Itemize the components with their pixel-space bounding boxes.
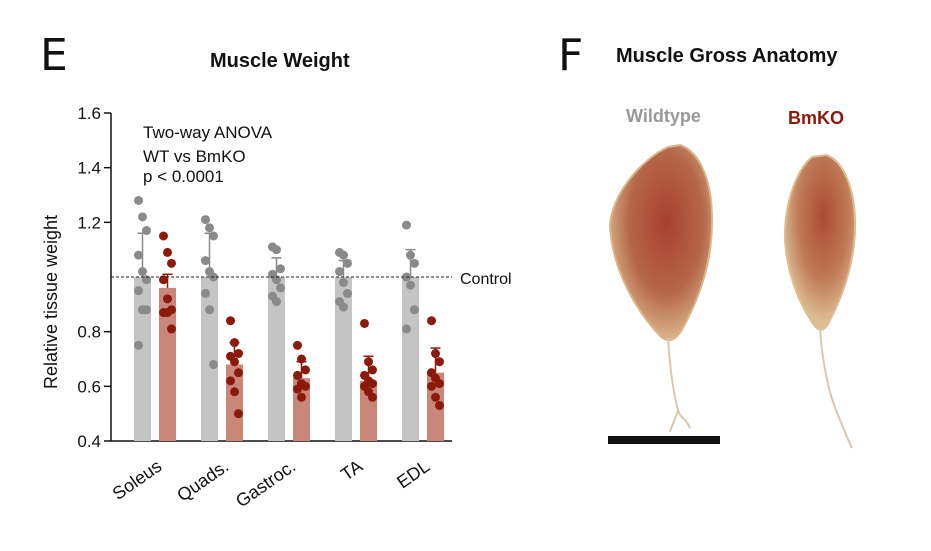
data-point — [402, 220, 411, 230]
data-point — [276, 283, 285, 293]
data-point — [431, 392, 440, 402]
data-point — [297, 392, 306, 402]
data-point — [163, 294, 172, 304]
data-point — [226, 376, 235, 386]
panel-f-letter: F — [558, 30, 584, 81]
data-point — [410, 305, 419, 315]
data-point — [435, 400, 444, 410]
data-point — [431, 349, 440, 359]
data-point — [226, 316, 235, 326]
y-tick-label: 1.4 — [77, 159, 101, 178]
y-tick-label: 0.4 — [77, 432, 101, 451]
y-tick-label: 0.8 — [77, 323, 101, 342]
bmko-label: BmKO — [788, 108, 845, 128]
data-point — [201, 256, 210, 266]
data-point — [201, 288, 210, 298]
anatomy-title: Muscle Gross Anatomy — [616, 45, 838, 67]
data-point — [234, 349, 243, 359]
data-point — [205, 305, 214, 315]
x-tick-label-edl: EDL — [393, 456, 433, 492]
chart-title: Muscle Weight — [210, 50, 350, 72]
data-point — [339, 250, 348, 260]
data-point — [230, 357, 239, 367]
data-point — [138, 267, 147, 277]
data-point — [134, 340, 143, 350]
data-point — [435, 357, 444, 367]
data-point — [301, 365, 310, 375]
wildtype-label: Wildtype — [626, 106, 701, 126]
bar-wt-edl — [402, 277, 419, 441]
y-tick-label: 1.2 — [77, 213, 101, 232]
data-point — [427, 381, 436, 391]
data-point — [343, 258, 352, 268]
data-point — [134, 250, 143, 260]
x-tick-label-quads: Quads. — [173, 456, 232, 506]
data-point — [406, 280, 415, 290]
x-tick-label-ta: TA — [337, 456, 366, 485]
data-point — [167, 258, 176, 268]
data-point — [410, 258, 419, 268]
control-label: Control — [460, 271, 512, 288]
data-point — [159, 231, 168, 241]
data-point — [205, 223, 214, 233]
y-tick-label: 0.6 — [77, 377, 101, 396]
data-point — [427, 316, 436, 326]
data-point — [201, 215, 210, 225]
y-tick-label: 1.6 — [77, 104, 101, 123]
data-point — [360, 318, 369, 328]
data-point — [209, 359, 218, 369]
data-point — [272, 297, 281, 307]
data-point — [339, 302, 348, 312]
data-point — [368, 365, 377, 375]
data-point — [301, 381, 310, 391]
data-point — [293, 370, 302, 380]
data-point — [435, 379, 444, 389]
bar-wt-soleus — [134, 277, 151, 441]
data-point — [276, 264, 285, 274]
data-point — [134, 195, 143, 205]
data-point — [293, 384, 302, 394]
x-tick-label-gastroc: Gastroc. — [232, 456, 299, 511]
data-point — [230, 338, 239, 348]
data-point — [368, 379, 377, 389]
bar-bmko-gastroc — [293, 378, 310, 441]
data-point — [406, 250, 415, 260]
data-point — [339, 277, 348, 287]
data-point — [142, 305, 151, 315]
data-point — [138, 212, 147, 222]
data-point — [163, 247, 172, 257]
data-point — [343, 288, 352, 298]
data-point — [364, 357, 373, 367]
data-point — [335, 267, 344, 277]
data-point — [293, 340, 302, 350]
data-point — [234, 368, 243, 378]
data-point — [272, 245, 281, 255]
x-tick-label-soleus: Soleus — [109, 456, 166, 504]
bar-wt-ta — [335, 277, 352, 441]
data-point — [209, 231, 218, 241]
data-point — [167, 324, 176, 334]
stat-pvalue-line: p < 0.0001 — [143, 167, 224, 186]
data-point — [163, 308, 172, 318]
y-axis-label: Relative tissue weight — [41, 215, 61, 389]
stat-test-line: Two-way ANOVA — [143, 123, 273, 142]
data-point — [297, 354, 306, 364]
data-point — [234, 409, 243, 419]
data-point — [368, 392, 377, 402]
data-point — [402, 324, 411, 334]
panel-e-letter: E — [40, 30, 68, 81]
data-point — [230, 387, 239, 397]
stat-comparison-line: WT vs BmKO — [143, 147, 246, 166]
bar-wt-gastroc — [268, 277, 285, 441]
data-point — [134, 286, 143, 296]
data-point — [142, 226, 151, 236]
bar-wt-quads — [201, 277, 218, 441]
